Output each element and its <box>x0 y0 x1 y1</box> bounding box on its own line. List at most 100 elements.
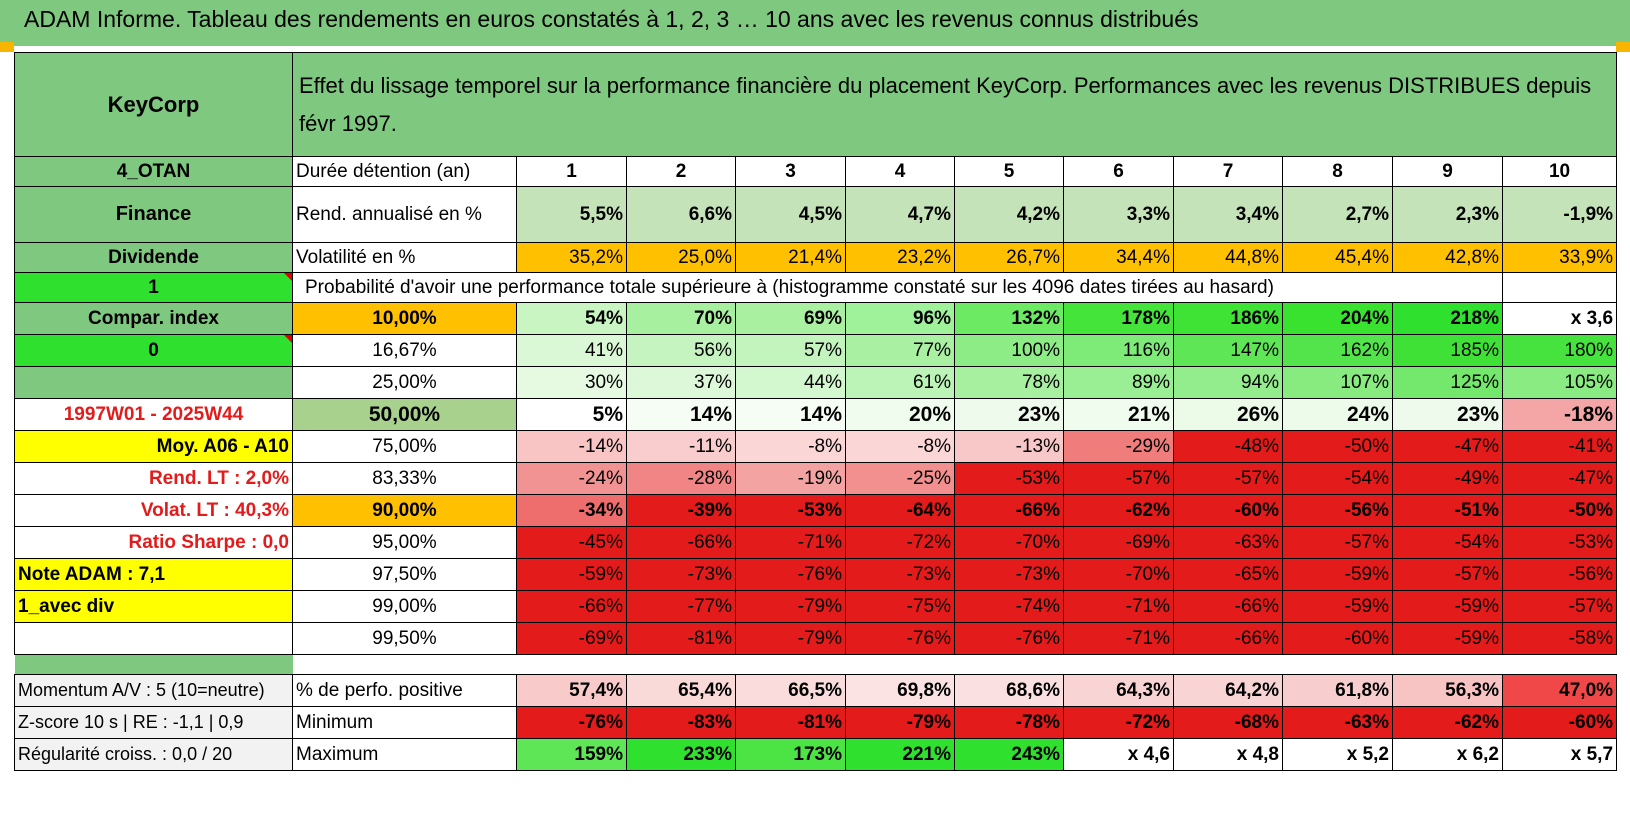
probability-value: -77% <box>626 590 736 623</box>
page-title: ADAM Informe. Tableau des rendements en … <box>24 6 1199 32</box>
probability-value: -76% <box>735 558 846 591</box>
positive-perf-2: 65,4% <box>626 674 736 707</box>
probability-value: -8% <box>845 430 955 463</box>
probability-value: 56% <box>626 334 736 367</box>
minimum-9: -62% <box>1392 706 1503 739</box>
left-info-7: Volat. LT : 40,3% <box>14 494 293 527</box>
minimum-8: -63% <box>1282 706 1393 739</box>
maximum-4: 221% <box>845 738 955 771</box>
volatility-10: 33,9% <box>1501 242 1618 273</box>
minimum-6: -72% <box>1063 706 1174 739</box>
probability-value: -81% <box>626 622 736 655</box>
probability-value: -73% <box>954 558 1064 591</box>
selector-cell-1[interactable]: 1 <box>14 272 293 303</box>
probability-value: -54% <box>1282 462 1393 495</box>
left-info-5: Moy. A06 - A10 <box>14 430 293 463</box>
year-header-9: 9 <box>1392 156 1503 187</box>
probability-value: -71% <box>735 526 846 559</box>
left-info-11 <box>14 622 293 655</box>
positive-perf-label: % de perfo. positive <box>292 674 517 707</box>
probability-value: -71% <box>1063 590 1174 623</box>
probability-value: 57% <box>735 334 846 367</box>
volatility-3: 21,4% <box>735 242 846 273</box>
probability-value: 89% <box>1063 366 1174 399</box>
probability-value: -66% <box>954 494 1064 527</box>
probability-value: 77% <box>845 334 955 367</box>
maximum-5: 243% <box>954 738 1064 771</box>
probability-value: -56% <box>1282 494 1393 527</box>
probability-value: -34% <box>516 494 627 527</box>
annual-return-3: 4,5% <box>735 186 846 243</box>
probability-value: 94% <box>1173 366 1283 399</box>
positive-perf-6: 64,3% <box>1063 674 1174 707</box>
left-info-9: Note ADAM : 7,1 <box>14 558 293 591</box>
probability-value: 78% <box>954 366 1064 399</box>
volatility-2: 25,0% <box>626 242 736 273</box>
probability-value: -59% <box>1282 558 1393 591</box>
probability-value: -45% <box>516 526 627 559</box>
volatility-7: 44,8% <box>1173 242 1283 273</box>
probability-value: -63% <box>1173 526 1283 559</box>
annual-return-9: 2,3% <box>1392 186 1503 243</box>
maximum-8: x 5,2 <box>1282 738 1393 771</box>
volatility-label: Volatilité en % <box>292 242 517 273</box>
annual-return-4: 4,7% <box>845 186 955 243</box>
maximum-label: Maximum <box>292 738 517 771</box>
probability-value: 180% <box>1501 334 1618 367</box>
probability-value: -65% <box>1173 558 1283 591</box>
maximum-9: x 6,2 <box>1392 738 1503 771</box>
minimum-4: -79% <box>845 706 955 739</box>
probability-value: -79% <box>735 622 846 655</box>
probability-value: -74% <box>954 590 1064 623</box>
annual-return-8: 2,7% <box>1282 186 1393 243</box>
probability-value: -49% <box>1392 462 1503 495</box>
probability-value: -8% <box>735 430 846 463</box>
probability-value: -58% <box>1501 622 1618 655</box>
minimum-5: -78% <box>954 706 1064 739</box>
year-header-6: 6 <box>1063 156 1174 187</box>
report-table-frame: KeyCorp Effet du lissage temporel sur la… <box>14 52 1618 815</box>
probability-value: 125% <box>1392 366 1503 399</box>
probability-value: -69% <box>516 622 627 655</box>
threshold-label: 99,00% <box>292 590 517 623</box>
probability-value: -47% <box>1501 462 1618 495</box>
probability-value: 116% <box>1063 334 1174 367</box>
sector-label: Finance <box>14 186 293 243</box>
income-type-label: Dividende <box>14 242 293 273</box>
category-otan: 4_OTAN <box>14 156 293 187</box>
probability-value: -24% <box>516 462 627 495</box>
probability-value: 21% <box>1063 398 1174 431</box>
volatility-4: 23,2% <box>845 242 955 273</box>
probability-value: -66% <box>1173 590 1283 623</box>
probability-value: -66% <box>626 526 736 559</box>
probability-value: 218% <box>1392 302 1503 335</box>
probability-value: 186% <box>1173 302 1283 335</box>
positive-perf-5: 68,6% <box>954 674 1064 707</box>
returns-table: KeyCorp Effet du lissage temporel sur la… <box>14 52 1618 771</box>
probability-value: 204% <box>1282 302 1393 335</box>
probability-value: -56% <box>1501 558 1618 591</box>
positive-perf-4: 69,8% <box>845 674 955 707</box>
probability-value: -57% <box>1501 590 1618 623</box>
probability-value: -57% <box>1063 462 1174 495</box>
year-header-4: 4 <box>845 156 955 187</box>
probability-value: 5% <box>516 398 627 431</box>
spacer <box>292 654 1617 675</box>
left-info-10: 1_avec div <box>14 590 293 623</box>
probability-value: -18% <box>1501 398 1618 431</box>
left-info-2[interactable]: 0 <box>14 334 293 367</box>
probability-value: -71% <box>1063 622 1174 655</box>
probability-value: -59% <box>1392 590 1503 623</box>
regularity-indicator: Régularité croiss. : 0,0 / 20 <box>14 738 293 771</box>
probability-value: -11% <box>626 430 736 463</box>
probability-value: 20% <box>845 398 955 431</box>
probability-value: -25% <box>845 462 955 495</box>
probability-value: -54% <box>1392 526 1503 559</box>
corner-marker-left <box>0 42 14 52</box>
annual-return-7: 3,4% <box>1173 186 1283 243</box>
threshold-label: 90,00% <box>292 494 517 527</box>
probability-value: -53% <box>735 494 846 527</box>
probability-value: -73% <box>845 558 955 591</box>
probability-value: -13% <box>954 430 1064 463</box>
probability-value: 54% <box>516 302 627 335</box>
